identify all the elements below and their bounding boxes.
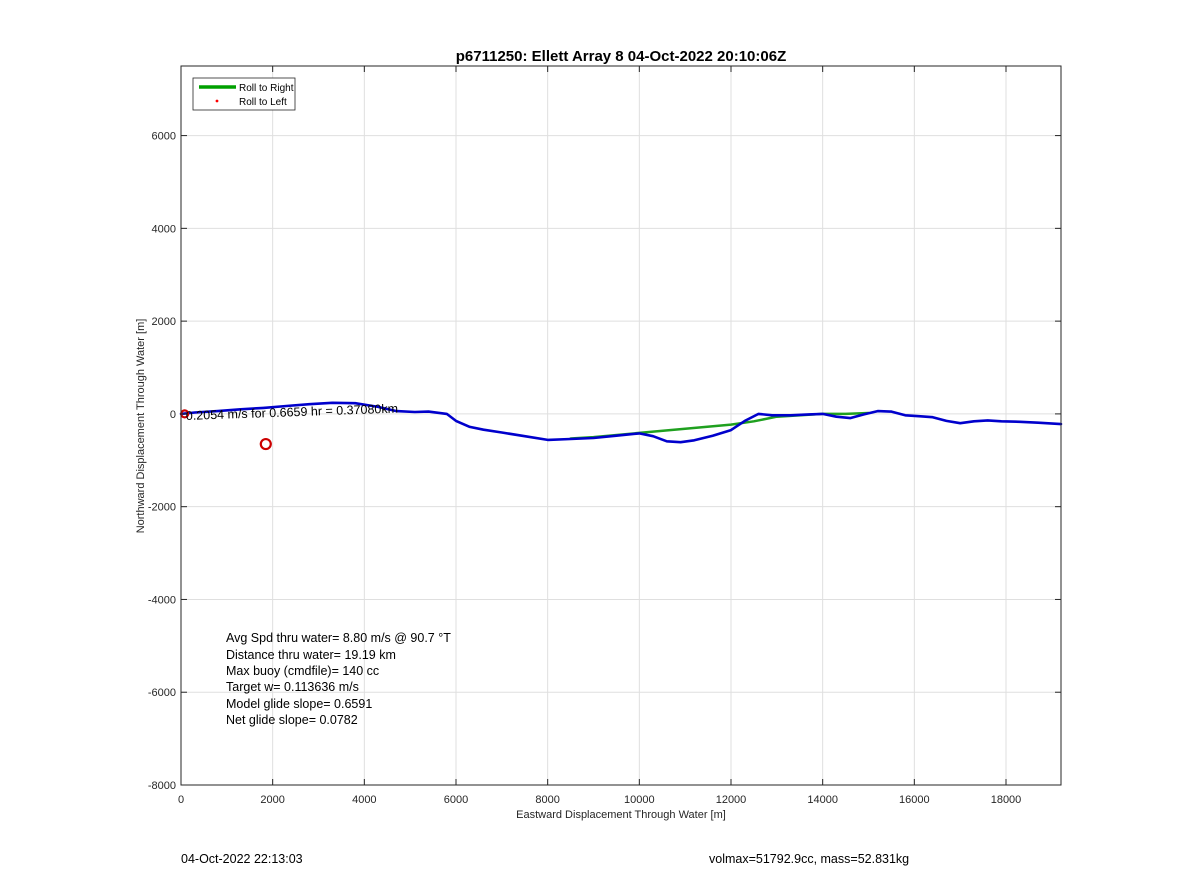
x-tick-label: 18000	[991, 794, 1022, 806]
x-tick-label: 8000	[535, 794, 559, 806]
x-tick-label: 12000	[716, 794, 747, 806]
y-tick-label: -6000	[148, 687, 176, 699]
x-tick-label: 2000	[260, 794, 284, 806]
track-line	[179, 401, 1063, 444]
x-tick-label: 10000	[624, 794, 655, 806]
footer-volmax-mass: volmax=51792.9cc, mass=52.831kg	[709, 852, 910, 866]
plot-frame	[180, 65, 1062, 786]
stat-distance: Distance thru water= 19.19 km	[226, 648, 396, 662]
x-tick-label: 6000	[444, 794, 468, 806]
stat-max-buoy: Max buoy (cmdfile)= 140 cc	[226, 664, 379, 678]
chart-title: p6711250: Ellett Array 8 04-Oct-2022 20:…	[456, 48, 786, 65]
y-tick-label: -8000	[148, 780, 176, 792]
y-axis-label: Northward Displacement Through Water [m]	[135, 319, 147, 534]
x-tick-label: 16000	[899, 794, 930, 806]
footer-timestamp: 04-Oct-2022 22:13:03	[181, 852, 303, 866]
y-tick-label: 6000	[152, 131, 176, 143]
x-tick-label: 0	[178, 794, 184, 806]
y-tick-label: 2000	[152, 316, 176, 328]
x-tick-label: 14000	[807, 794, 838, 806]
y-tick-label: -2000	[148, 502, 176, 514]
stat-model-glide-slope: Model glide slope= 0.6591	[226, 697, 372, 711]
legend-label-roll-right: Roll to Right	[239, 83, 294, 94]
x-tick-label: 4000	[352, 794, 376, 806]
tick-layer: 0 2000 4000 6000 8000 10000 12000 14000 16000 180…	[148, 66, 1061, 806]
series-layer	[179, 401, 1063, 444]
y-tick-label: -4000	[148, 594, 176, 606]
legend-box	[192, 77, 296, 111]
y-tick-label: 0	[170, 409, 176, 421]
stats-annotation: Avg Spd thru water= 8.80 m/s @ 90.7 °T D…	[226, 631, 451, 727]
x-axis-label: Eastward Displacement Through Water [m]	[516, 809, 726, 821]
stat-target-w: Target w= 0.113636 m/s	[226, 680, 359, 694]
marker-circle	[259, 437, 272, 451]
legend-label-roll-left: Roll to Left	[239, 97, 287, 108]
y-tick-label: 4000	[152, 223, 176, 235]
legend-swatch-roll-left	[215, 99, 219, 103]
legend: Roll to Right Roll to Left	[192, 77, 296, 111]
stat-avg-speed: Avg Spd thru water= 8.80 m/s @ 90.7 °T	[226, 631, 451, 645]
stat-net-glide-slope: Net glide slope= 0.0782	[226, 713, 358, 727]
